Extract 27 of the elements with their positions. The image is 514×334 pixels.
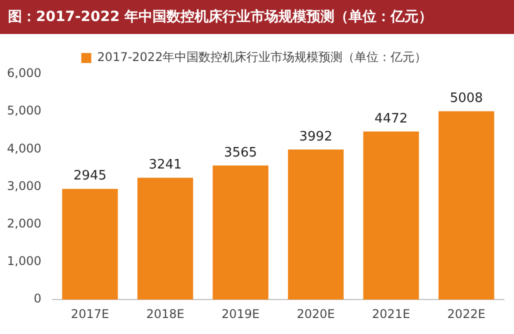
bar — [288, 150, 344, 300]
y-tick-label: 1,000 — [6, 254, 42, 268]
data-label: 3992 — [299, 129, 332, 144]
x-tick-label: 2018E — [146, 306, 184, 321]
y-tick-label: 2,000 — [6, 216, 42, 231]
y-tick-label: 6,000 — [6, 66, 42, 80]
bar — [137, 178, 194, 300]
data-label: 4472 — [374, 111, 408, 126]
y-tick-label: 4,000 — [6, 141, 42, 156]
bar — [363, 131, 419, 300]
x-tick-label: 2022E — [447, 306, 486, 321]
x-tick-label: 2019E — [221, 306, 260, 321]
y-tick-label: 3,000 — [6, 178, 42, 193]
data-label: 5008 — [450, 91, 483, 106]
y-tick-label: 5,000 — [6, 104, 42, 118]
data-label: 3241 — [148, 158, 182, 173]
data-label: 2945 — [73, 168, 107, 184]
data-label: 3565 — [224, 145, 258, 160]
bar — [438, 111, 494, 300]
chart-title: 图：2017-2022 年中国数控机床行业市场规模预测（单位：亿元） — [0, 0, 514, 34]
legend-label: 2017-2022年中国数控机床行业市场规模预测（单位：亿元） — [97, 50, 427, 64]
x-tick-label: 2017E — [70, 306, 110, 321]
bar — [212, 166, 268, 300]
bar — [62, 188, 118, 300]
y-tick-label: 0 — [34, 292, 42, 306]
x-tick-label: 2020E — [296, 306, 335, 321]
x-tick-label: 2021E — [372, 306, 410, 321]
